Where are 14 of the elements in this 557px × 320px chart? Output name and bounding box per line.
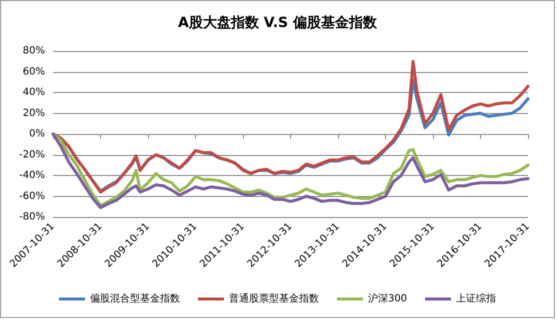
y-tick-label: -20% [19, 149, 45, 160]
legend-label: 上证综指 [456, 292, 496, 304]
legend-label: 偏股混合型基金指数 [90, 292, 180, 304]
y-tick-label: 40% [22, 87, 45, 98]
y-tick-label: -80% [19, 212, 45, 222]
y-tick-label: -60% [19, 190, 45, 202]
y-tick-label: 60% [22, 66, 45, 78]
y-tick-label: 80% [22, 46, 45, 56]
legend-label: 普通股票型基金指数 [228, 292, 319, 304]
y-tick-label: 20% [22, 108, 45, 119]
y-tick-label: 0% [29, 128, 45, 140]
legend-label: 沪深300 [368, 292, 408, 304]
y-tick-label: -40% [19, 170, 45, 181]
chart-title: A股大盘指数 V.S 偏股基金指数 [178, 15, 378, 31]
